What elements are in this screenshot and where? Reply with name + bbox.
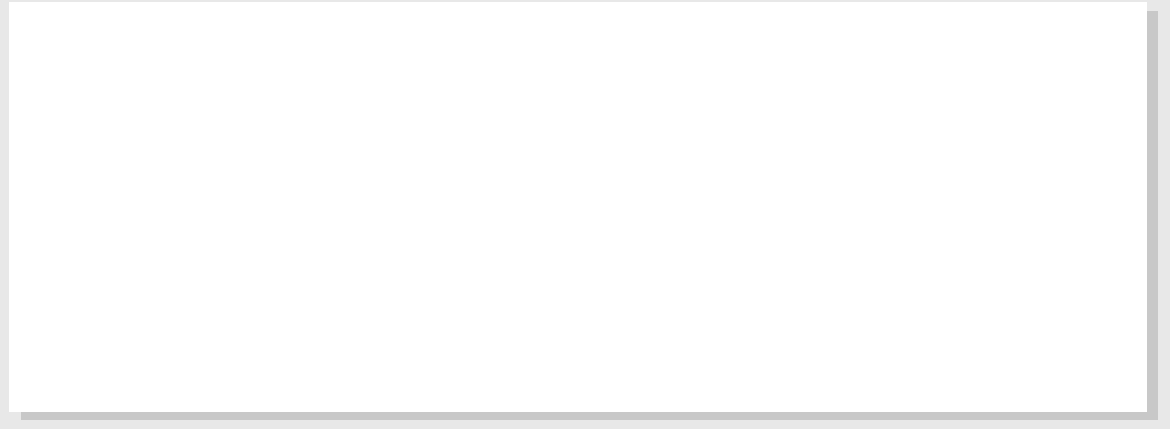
Text: in simplest radical form.: in simplest radical form. [94,174,574,212]
Text: Find the distance between the two points: Find the distance between the two points [94,97,911,135]
Text: (5, 0) and (2, 4): (5, 0) and (2, 4) [420,322,750,364]
